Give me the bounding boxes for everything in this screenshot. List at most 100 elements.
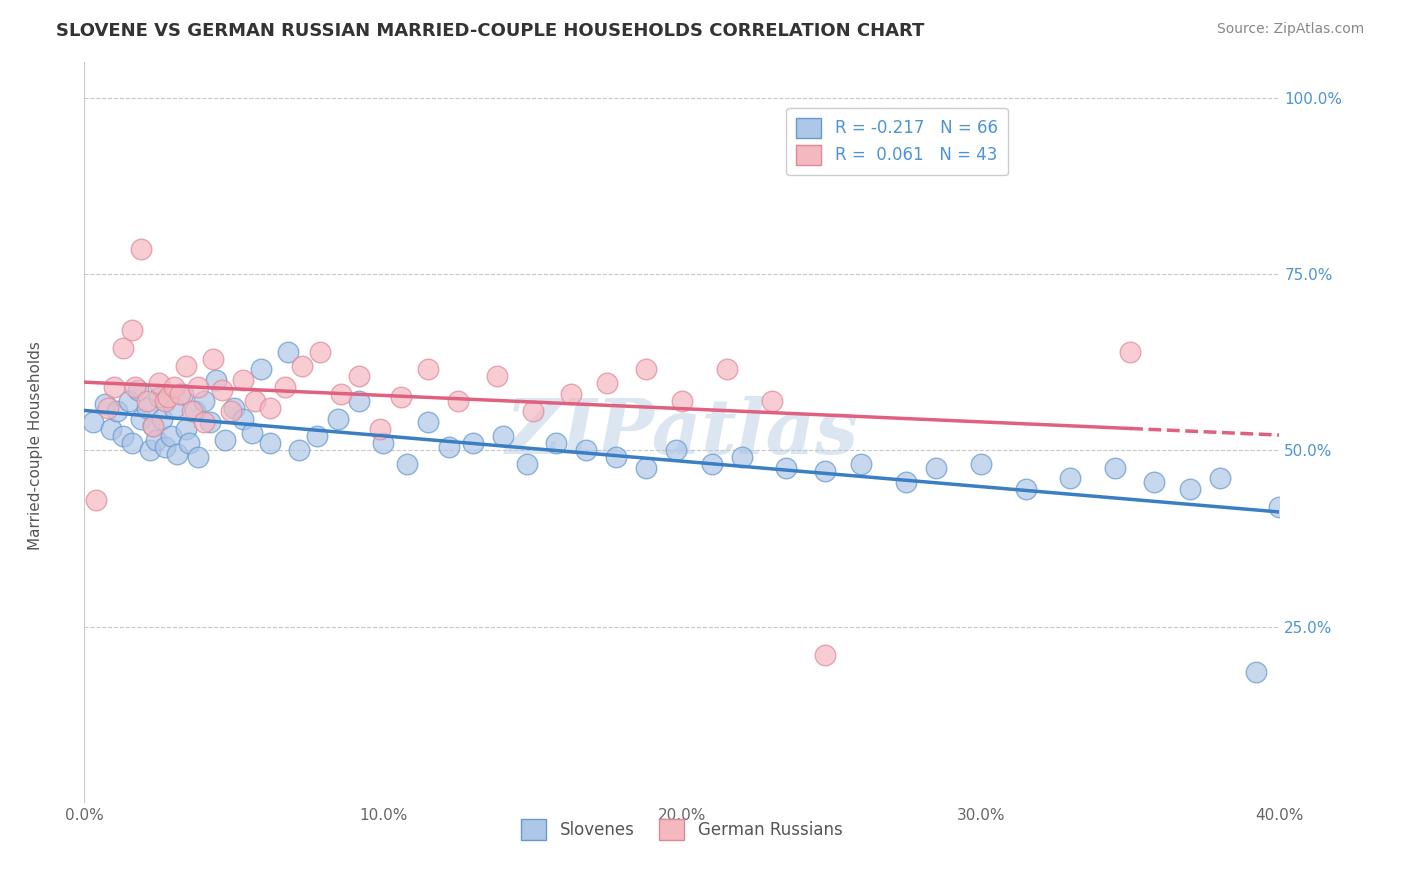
Point bbox=[288, 443, 311, 458]
Point bbox=[124, 380, 146, 394]
Point bbox=[700, 458, 723, 472]
Point bbox=[259, 401, 281, 415]
Text: ZIPatlas: ZIPatlas bbox=[505, 396, 859, 469]
Point bbox=[437, 440, 460, 454]
Point bbox=[249, 362, 271, 376]
Point bbox=[153, 440, 176, 454]
Point bbox=[205, 373, 228, 387]
Point bbox=[163, 380, 186, 394]
Point bbox=[148, 390, 170, 404]
Point bbox=[150, 411, 173, 425]
Point bbox=[925, 461, 948, 475]
Point bbox=[851, 458, 873, 472]
Point bbox=[368, 422, 391, 436]
Point bbox=[198, 415, 221, 429]
Point bbox=[174, 422, 197, 436]
Point bbox=[546, 436, 568, 450]
Point bbox=[214, 433, 236, 447]
Point bbox=[1143, 475, 1166, 489]
Point bbox=[129, 411, 152, 425]
Point bbox=[575, 443, 598, 458]
Point bbox=[136, 401, 159, 415]
Point bbox=[136, 393, 159, 408]
Point bbox=[349, 393, 371, 408]
Point bbox=[187, 380, 209, 394]
Point bbox=[560, 387, 582, 401]
Point bbox=[82, 415, 104, 429]
Point bbox=[169, 387, 191, 401]
Point bbox=[112, 341, 135, 355]
Point bbox=[94, 397, 117, 411]
Legend: Slovenes, German Russians: Slovenes, German Russians bbox=[515, 813, 849, 847]
Point bbox=[145, 433, 167, 447]
Point bbox=[389, 390, 412, 404]
Point bbox=[157, 390, 180, 404]
Point bbox=[118, 393, 141, 408]
Point bbox=[731, 450, 754, 465]
Point bbox=[416, 415, 439, 429]
Point bbox=[121, 436, 143, 450]
Point bbox=[187, 450, 209, 465]
Text: Source: ZipAtlas.com: Source: ZipAtlas.com bbox=[1216, 22, 1364, 37]
Point bbox=[291, 359, 314, 373]
Point bbox=[153, 393, 176, 408]
Point bbox=[349, 369, 371, 384]
Point bbox=[243, 393, 266, 408]
Point bbox=[240, 425, 263, 440]
Point bbox=[100, 422, 122, 436]
Point bbox=[1119, 344, 1142, 359]
Point bbox=[142, 418, 165, 433]
Point bbox=[172, 387, 194, 401]
Point bbox=[142, 418, 165, 433]
Point bbox=[127, 384, 149, 398]
Point bbox=[160, 429, 183, 443]
Point bbox=[1014, 482, 1036, 496]
Point bbox=[1104, 461, 1126, 475]
Point bbox=[232, 411, 254, 425]
Point bbox=[193, 415, 215, 429]
Point bbox=[1268, 500, 1291, 514]
Point bbox=[761, 393, 783, 408]
Point bbox=[277, 344, 299, 359]
Point bbox=[894, 475, 917, 489]
Point bbox=[485, 369, 508, 384]
Point bbox=[211, 384, 233, 398]
Point bbox=[461, 436, 484, 450]
Point bbox=[177, 436, 200, 450]
Point bbox=[112, 429, 135, 443]
Point bbox=[416, 362, 439, 376]
Point bbox=[307, 429, 329, 443]
Point bbox=[103, 380, 125, 394]
Point bbox=[665, 443, 688, 458]
Point bbox=[193, 393, 215, 408]
Point bbox=[1209, 471, 1232, 485]
Point bbox=[775, 461, 797, 475]
Point bbox=[522, 404, 544, 418]
Point bbox=[516, 458, 538, 472]
Point bbox=[1244, 665, 1267, 680]
Point bbox=[174, 359, 197, 373]
Point bbox=[492, 429, 515, 443]
Point bbox=[1178, 482, 1201, 496]
Point bbox=[447, 393, 470, 408]
Point bbox=[184, 404, 207, 418]
Point bbox=[814, 464, 837, 478]
Point bbox=[139, 443, 162, 458]
Point bbox=[373, 436, 395, 450]
Point bbox=[328, 411, 350, 425]
Point bbox=[970, 458, 993, 472]
Point bbox=[105, 404, 128, 418]
Point bbox=[163, 401, 186, 415]
Point bbox=[605, 450, 627, 465]
Point bbox=[596, 376, 619, 391]
Point bbox=[121, 323, 143, 337]
Point bbox=[636, 461, 658, 475]
Point bbox=[716, 362, 738, 376]
Text: Married-couple Households: Married-couple Households bbox=[28, 342, 42, 550]
Point bbox=[148, 376, 170, 391]
Point bbox=[97, 401, 120, 415]
Point bbox=[219, 404, 242, 418]
Point bbox=[1059, 471, 1081, 485]
Point bbox=[671, 393, 693, 408]
Point bbox=[309, 344, 332, 359]
